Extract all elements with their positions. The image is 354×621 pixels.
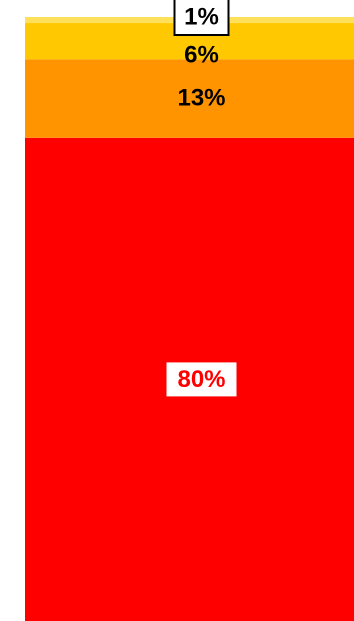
bar-segments [25,17,354,621]
segment-label-13: 13% [177,85,225,112]
segment-labels: 80% 13% 6% 1% [166,0,237,397]
segment-label-1: 1% [184,4,219,31]
segment-label-80: 80% [177,366,225,393]
segment-label-box-80 [166,362,237,397]
segment-label-6: 6% [184,42,219,69]
segment-label-box-1 [173,0,230,36]
bar-segment-13 [25,59,354,138]
